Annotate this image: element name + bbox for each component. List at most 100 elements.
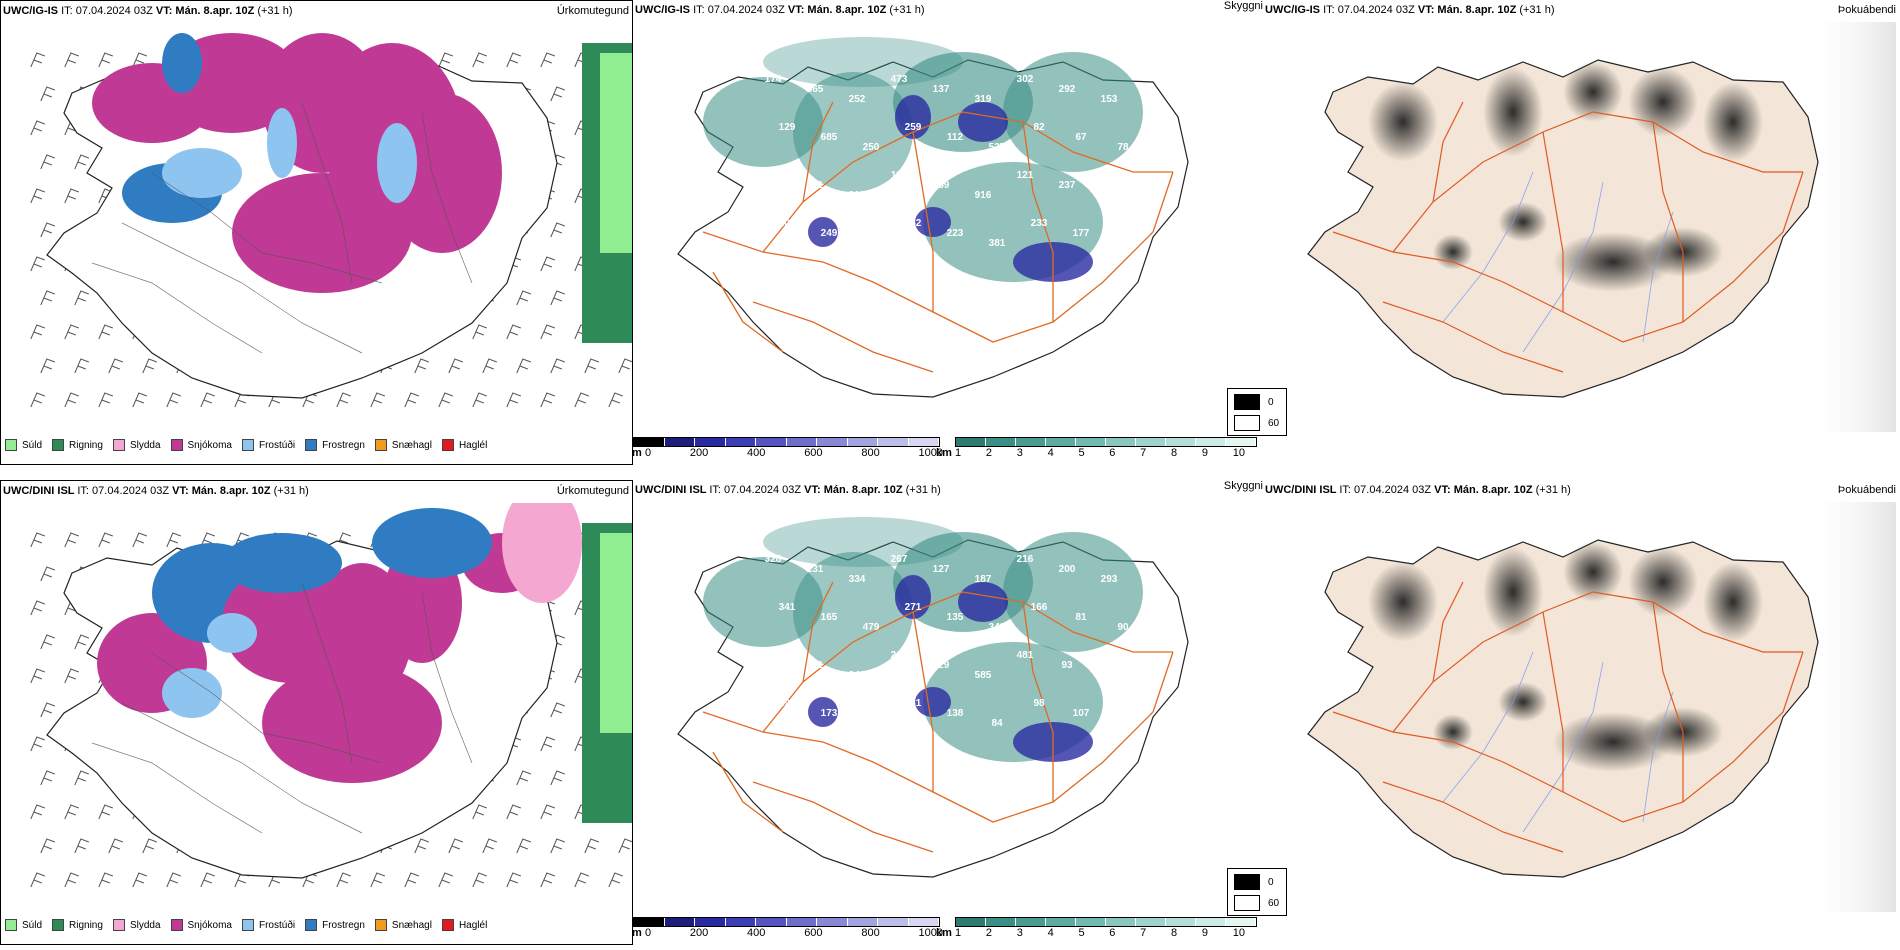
legend-label: Snjókoma: [187, 439, 232, 451]
cloud-base-label: 237: [1059, 180, 1076, 191]
valid-time: Mán. 8.apr. 10Z: [175, 5, 258, 17]
cloud-area: [793, 72, 913, 192]
cloud-base-label: 250: [863, 142, 880, 153]
cloud-base-label: 137: [933, 84, 950, 95]
issue-time-label: IT:: [77, 485, 93, 497]
legend-label: Snjókoma: [187, 919, 232, 931]
panel-header: UWC/DINI ISL IT: 07.04.2024 03Z VT: Mán.…: [3, 485, 309, 497]
legend-label: Súld: [22, 919, 43, 931]
cloud-base-label: 267: [891, 554, 908, 565]
colorbar-tick: 400: [747, 927, 766, 939]
legend-swatch: [170, 919, 183, 931]
cloud-base-label: 93: [1117, 238, 1129, 249]
legend-swatch: [441, 439, 454, 451]
fog-map: [1263, 22, 1896, 432]
valid-time: Mán. 8.apr. 10Z: [1453, 484, 1536, 496]
model-name: UWC/IG-IS: [1265, 4, 1324, 16]
valid-time-label: VT:: [1434, 484, 1454, 496]
cloud-base-label: 188: [1101, 190, 1118, 201]
low-cloud-area: [958, 102, 1008, 142]
colorbar-tick: 200: [689, 927, 709, 939]
visibility-ticks: 1 2 3 4 5 6 7 8 9 10: [955, 927, 1245, 939]
visibility-unit: km: [936, 447, 952, 459]
cloud-base-label: 565: [807, 84, 824, 95]
legend-item: Frostregn: [305, 919, 365, 931]
cloud-base-label: 166: [1031, 602, 1048, 613]
legend-item: Frostúði: [241, 439, 295, 451]
cloud-base-label: 200: [1059, 564, 1076, 575]
panel-header: UWC/DINI ISL IT: 07.04.2024 03Z VT: Mán.…: [1265, 484, 1571, 496]
precip-area: [502, 503, 582, 603]
cloud-base-label: 194: [779, 698, 796, 709]
legend-label: Slydda: [129, 439, 161, 451]
precip-legend: Súld Rigning Slydda Snjókoma Frostúði Frostre…: [5, 919, 487, 931]
road-network: [702, 101, 1174, 373]
height-colorbar: m 0 200 400 600 800 1000: [632, 437, 943, 463]
fog-area: [1628, 547, 1698, 617]
colorbar-tick: 3: [1016, 927, 1023, 939]
fog-area: [1433, 234, 1473, 270]
cloud-base-label: 331: [905, 698, 922, 709]
legend-swatch: [305, 919, 318, 931]
legend-item: Rigning: [52, 919, 103, 931]
lead-time: (+31 h): [257, 5, 293, 17]
visibility-panel: UWC/IG-IS IT: 07.04.2024 03Z VT: Mán. 8.…: [632, 0, 1263, 465]
colorbar-tick: 400: [747, 447, 766, 459]
legend-swatch: [305, 439, 318, 451]
precip-map: [2, 23, 632, 433]
legend-item: Snæhagl: [374, 919, 432, 931]
low-cloud-area: [808, 697, 838, 727]
cloud-base-label: 328: [765, 554, 782, 565]
fog-area: [1368, 82, 1438, 162]
valid-time: Mán. 8.apr. 10Z: [191, 485, 274, 497]
fog-legend-min: 0: [1268, 396, 1274, 408]
cloud-base-label: 121: [1017, 170, 1034, 181]
cloud-base-label: 131: [807, 564, 824, 575]
cloud-base-label: 133: [765, 170, 782, 181]
legend-label: Frostúði: [258, 919, 296, 931]
legend-item: Snæhagl: [374, 439, 432, 451]
issue-time-label: IT:: [1323, 4, 1338, 16]
colorbar-tick: 7: [1140, 447, 1147, 459]
valid-time: Mán. 8.apr. 10Z: [1437, 4, 1520, 16]
model-name: UWC/IG-IS: [3, 5, 62, 17]
colorbar-tick: 2: [985, 447, 992, 459]
issue-time: 07.04.2024 03Z: [707, 4, 788, 16]
cloud-base-label: 223: [947, 228, 964, 239]
cloud-base-label: 78: [1117, 142, 1129, 153]
cloud-base-label: 93: [1061, 660, 1073, 671]
fog-area: [1563, 542, 1623, 602]
cloud-base-label: 135: [947, 612, 964, 623]
fog-legend: 0 60: [1227, 388, 1287, 436]
fog-area: [1498, 682, 1548, 722]
precip-area: [232, 173, 412, 293]
precip-map: [2, 503, 632, 913]
cloud-base-label: 916: [975, 190, 992, 201]
cloud-base-label: 259: [905, 122, 922, 133]
forecast-row: UWC/DINI ISL IT: 07.04.2024 03Z VT: Mán.…: [0, 480, 1900, 950]
cloud-base-label: 429: [863, 718, 880, 729]
colorbar-tick: 5: [1078, 927, 1085, 939]
legend-swatch: [374, 919, 387, 931]
cloud-base-label: 98: [1033, 698, 1045, 709]
legend-swatch: [5, 439, 17, 451]
fog-legend-max: 60: [1268, 417, 1280, 429]
colorbar-tick: 8: [1171, 927, 1178, 939]
visibility-map: 174 565 252 473 137 319 302 292 153 129 685 250 259 1…: [633, 22, 1263, 432]
cloud-base-label: 152: [905, 218, 922, 229]
cloud-base-label: 479: [863, 622, 880, 633]
cloud-base-label: 177: [1073, 228, 1090, 239]
rivers: [1442, 651, 1674, 833]
legend-label: Rigning: [69, 439, 103, 451]
model-name: UWC/IG-IS: [635, 4, 694, 16]
fog-area: [1628, 67, 1698, 137]
fog-area: [1563, 62, 1623, 122]
colorbar-tick: 1000: [918, 927, 943, 939]
cloud-base-label: 381: [989, 238, 1006, 249]
precip-area: [372, 508, 492, 578]
panel-header: UWC/IG-IS IT: 07.04.2024 03Z VT: Mán. 8.…: [1265, 4, 1555, 16]
valid-time: Mán. 8.apr. 10Z: [807, 4, 890, 16]
panel-header: UWC/DINI ISL IT: 07.04.2024 03Z VT: Mán.…: [635, 484, 941, 496]
cloud-base-label: 84: [991, 718, 1003, 729]
fog-area: [1483, 67, 1543, 157]
